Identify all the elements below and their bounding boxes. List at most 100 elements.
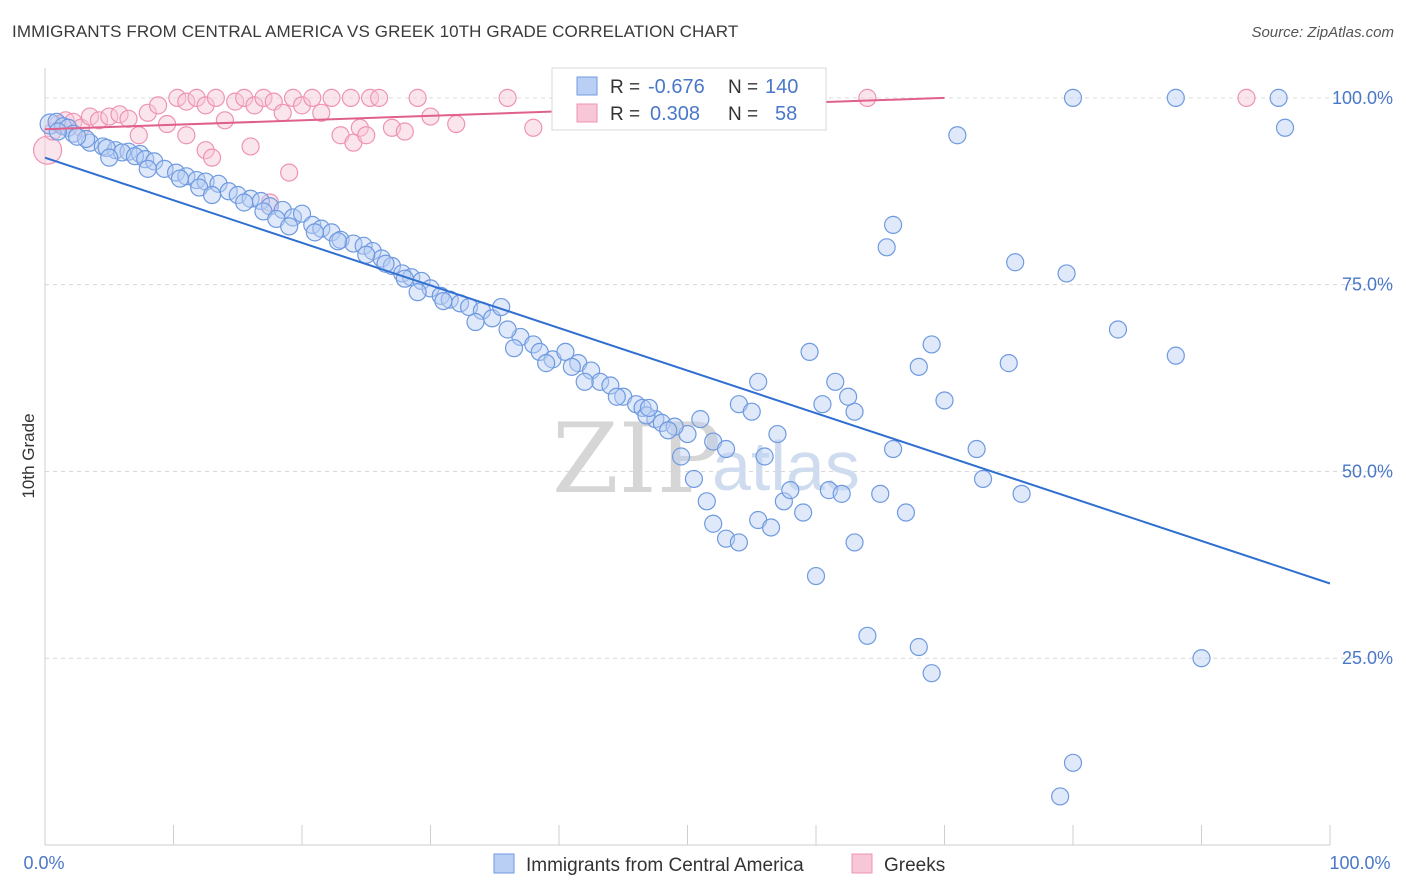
point-central-america-82: [328, 232, 348, 251]
stats-r-value-2: 0.308: [650, 103, 700, 125]
point-central-america-95: [637, 406, 656, 425]
point-greeks-43: [241, 137, 260, 156]
chart-title: IMMIGRANTS FROM CENTRAL AMERICA VS GREEK…: [12, 22, 739, 41]
bottom-legend: Immigrants from Central America Greeks: [493, 853, 945, 876]
stats-n-label-2: N =: [728, 104, 758, 125]
point-central-america-104: [761, 518, 781, 537]
y-axis-title: 10th Grade: [19, 413, 38, 498]
point-central-america-127: [1108, 320, 1128, 339]
legend-swatch-central-america[interactable]: [493, 853, 515, 874]
point-central-america-27: [273, 200, 292, 220]
point-central-america-13: [125, 147, 145, 166]
point-central-america-72: [100, 148, 119, 167]
point-central-america-73: [138, 159, 157, 178]
point-greeks-16: [177, 92, 196, 111]
point-greeks-10: [119, 109, 138, 128]
point-central-america-115: [896, 503, 916, 522]
x-ticks: [44, 825, 1331, 845]
point-central-america-124: [999, 354, 1018, 373]
point-central-america-138: [813, 395, 832, 414]
point-central-america-105: [774, 492, 793, 511]
y-tick-labels: 25.0% 50.0% 75.0% 100.0%: [1332, 88, 1393, 668]
point-central-america-144: [639, 398, 659, 418]
y-tick-label-50: 50.0%: [1342, 461, 1393, 481]
point-greeks-9: [110, 105, 129, 124]
point-central-america-116: [909, 637, 928, 657]
point-greeks-38: [395, 122, 414, 141]
point-central-america-49: [492, 297, 511, 317]
point-greeks-11: [129, 126, 148, 145]
point-central-america-83: [357, 245, 376, 264]
point-greeks-42: [202, 148, 222, 167]
point-central-america-77: [235, 193, 254, 212]
y-tick-label-75: 75.0%: [1342, 275, 1393, 295]
point-central-america-108: [806, 566, 826, 586]
point-central-america-94: [607, 387, 626, 406]
legend-swatch-greeks[interactable]: [851, 853, 873, 874]
stats-swatch-series-2: [576, 103, 598, 123]
point-central-america-147: [1063, 753, 1083, 772]
point-central-america-148: [1051, 787, 1070, 806]
point-central-america-100: [704, 514, 723, 533]
point-central-america-106: [781, 481, 800, 500]
point-central-america-126: [1057, 264, 1076, 283]
point-greeks-21: [226, 92, 245, 111]
watermark-atlas: atlas: [712, 427, 860, 505]
point-central-america-117: [922, 664, 941, 683]
point-central-america-69: [742, 402, 761, 421]
point-central-america-131: [935, 391, 954, 410]
legend-label-central-america[interactable]: Immigrants from Central America: [526, 855, 804, 876]
watermark: ZIP atlas: [552, 403, 860, 515]
point-central-america-141: [755, 447, 774, 466]
point-central-america-119: [877, 238, 896, 257]
stats-n-label-1: N =: [728, 77, 758, 98]
point-greeks-51: [524, 118, 543, 137]
point-greeks-31: [322, 88, 341, 107]
point-central-america-140: [768, 424, 787, 444]
point-greeks-49: [447, 114, 466, 134]
point-central-america-112: [858, 626, 877, 645]
point-central-america-81: [305, 223, 324, 242]
point-central-america-129: [1275, 118, 1295, 137]
gridlines: [45, 97, 1390, 659]
point-central-america-130: [948, 126, 967, 145]
trend-line-central-america: [44, 156, 1331, 585]
point-central-america-102: [729, 533, 749, 552]
point-central-america-93: [575, 372, 594, 391]
point-greeks-57: [1237, 88, 1256, 107]
point-central-america-84: [376, 254, 395, 273]
point-central-america-58: [601, 376, 620, 395]
point-central-america-114: [883, 439, 903, 459]
legend-label-greeks[interactable]: Greeks: [884, 855, 945, 876]
point-central-america-51: [524, 335, 543, 354]
point-central-america-30: [303, 215, 322, 234]
point-central-america-67: [716, 439, 736, 459]
point-central-america-113: [871, 484, 890, 503]
point-greeks-12: [138, 103, 157, 122]
point-greeks-13: [148, 96, 168, 115]
point-central-america-70: [48, 122, 67, 141]
point-greeks-28: [292, 96, 312, 115]
point-central-america-92: [562, 357, 581, 376]
point-central-america-76: [202, 185, 222, 205]
point-greeks-47: [357, 126, 376, 145]
point-greeks-7: [89, 111, 109, 130]
point-greeks-15: [168, 88, 187, 107]
point-central-america-99: [697, 492, 716, 511]
point-central-america-125: [1006, 253, 1025, 272]
point-central-america-123: [967, 439, 986, 459]
point-central-america-88: [466, 312, 485, 332]
point-greeks-0: [32, 135, 63, 165]
x-tick-label-min: 0.0%: [23, 853, 64, 873]
point-central-america-139: [749, 372, 768, 391]
point-greeks-39: [408, 88, 427, 107]
point-greeks-56: [858, 88, 877, 107]
point-greeks-29: [303, 88, 322, 107]
point-greeks-30: [312, 103, 331, 122]
x-tick-label-max: 100.0%: [1329, 853, 1390, 873]
point-greeks-45: [280, 163, 299, 182]
y-tick-label-100: 100.0%: [1332, 88, 1393, 108]
point-central-america-107: [794, 503, 813, 522]
point-greeks-18: [196, 96, 215, 115]
point-greeks-19: [206, 88, 226, 107]
